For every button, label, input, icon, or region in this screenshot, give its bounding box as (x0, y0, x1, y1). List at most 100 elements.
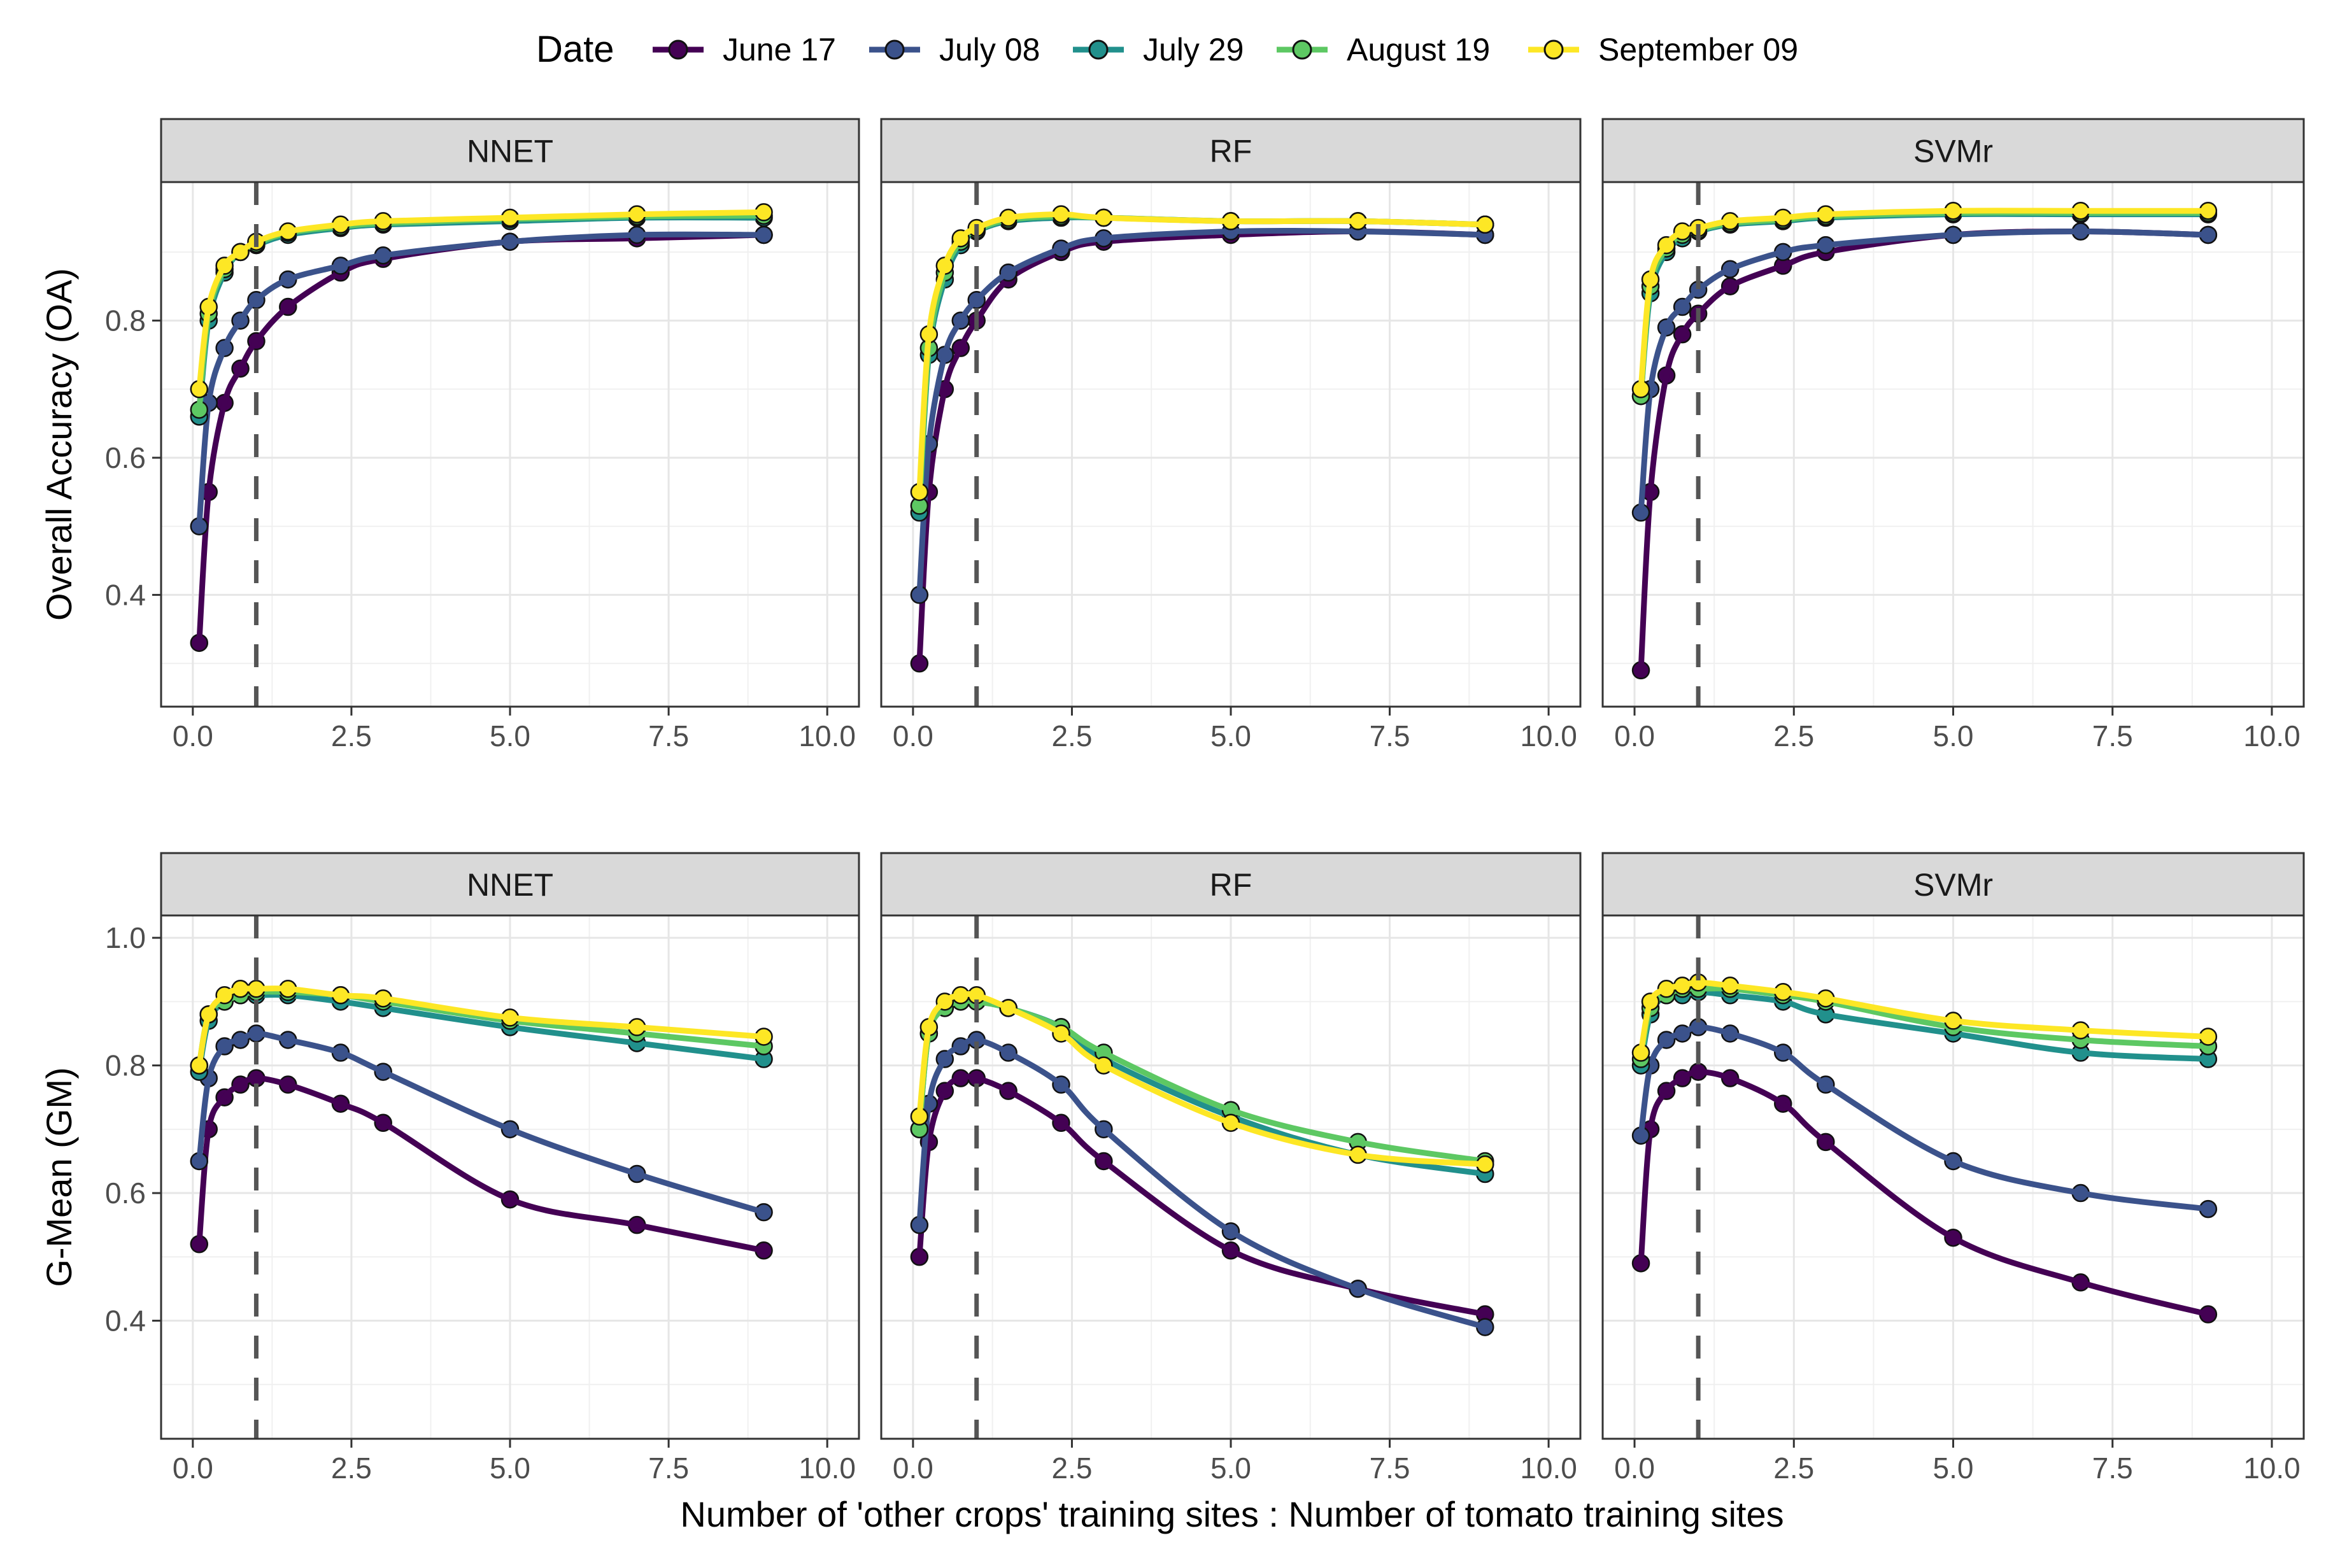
x-tick-label: 0.0 (173, 719, 213, 752)
series-line (916, 1036, 1488, 1331)
x-tick-label: 10.0 (1520, 1451, 1577, 1485)
legend: Date June 17 July 08 July 29 August 19 Septem… (536, 29, 1798, 70)
x-tick-label: 0.0 (1614, 1451, 1655, 1485)
x-tick-label: 10.0 (2243, 1451, 2301, 1485)
series-line (916, 998, 1488, 1164)
panel-border (880, 181, 1582, 708)
legend-label: September 09 (1598, 32, 1798, 67)
panel-svmr-gm: SVMr 0.0 2.5 5.0 7.5 10.0 (1601, 852, 2305, 1485)
series-july-08 (910, 222, 1494, 604)
x-tick-label: 10.0 (798, 719, 856, 752)
panel-svmr-oa: SVMr 0.0 2.5 5.0 7.5 10.0 (1601, 118, 2305, 752)
series-september-09 (190, 203, 773, 399)
legend-label: July 29 (1143, 32, 1244, 67)
series-line (1638, 1069, 2211, 1318)
panel-nnet-gm: NNET 0.0 2.5 5.0 7.5 10.0 0.4 0.6 0.8 1.0 (105, 852, 860, 1485)
legend-label: August 19 (1347, 32, 1490, 67)
legend-entry: August 19 (1277, 32, 1490, 67)
series-september-09 (1631, 201, 2218, 399)
panel-border (160, 914, 860, 1440)
panel-nnet-oa: NNET 0.0 2.5 5.0 7.5 10.0 0.4 0.6 0.8 (105, 118, 860, 752)
y-tick-label: 0.6 (105, 441, 146, 474)
panel-border (160, 181, 860, 708)
x-tick-label: 5.0 (1210, 719, 1251, 752)
legend-title: Date (536, 29, 614, 70)
y-axis-title: G-Mean (GM) (39, 1067, 79, 1287)
x-tick-label: 5.0 (490, 1451, 530, 1485)
facet-title: RF (1210, 134, 1252, 169)
x-tick-label: 2.5 (1773, 1451, 1814, 1485)
x-tick-label: 7.5 (648, 1451, 689, 1485)
y-tick-label: 1.0 (105, 921, 146, 954)
legend-entry: September 09 (1528, 32, 1798, 67)
legend-marker (1543, 39, 1564, 60)
series-september-09 (910, 205, 1494, 502)
legend-marker (1292, 39, 1312, 60)
series-september-09 (1631, 973, 2218, 1062)
legend-label: June 17 (723, 32, 836, 67)
legend-marker (1088, 39, 1109, 60)
x-tick-label: 2.5 (331, 719, 372, 752)
facet-title: RF (1210, 867, 1252, 903)
facet-strip (1601, 118, 2305, 183)
series-line (196, 231, 767, 530)
series-line (1638, 208, 2211, 392)
series-line (196, 1030, 767, 1215)
y-axis-title: Overall Accuracy (OA) (39, 268, 79, 621)
series-july-08 (1631, 222, 2218, 522)
y-tick-label: 0.8 (105, 304, 146, 337)
x-tick-label: 5.0 (490, 719, 530, 752)
panel-border (1601, 181, 2305, 708)
series-july-08 (910, 1031, 1494, 1336)
x-tick-label: 10.0 (798, 1451, 856, 1485)
series-september-09 (190, 980, 773, 1075)
x-tick-label: 2.5 (1773, 719, 1814, 752)
legend-label: July 08 (939, 32, 1040, 67)
facet-title: SVMr (1913, 134, 1993, 169)
x-tick-label: 7.5 (648, 719, 689, 752)
x-tick-label: 2.5 (1051, 1451, 1092, 1485)
facet-title: SVMr (1913, 867, 1993, 903)
series-line (916, 991, 1488, 1168)
x-tick-label: 0.0 (173, 1451, 213, 1485)
series-line (916, 228, 1488, 598)
x-axis-title: Number of 'other crops' training sites :… (680, 1494, 1784, 1534)
series-line (196, 209, 767, 392)
series-line (1638, 979, 2211, 1056)
panel-border (880, 914, 1582, 1440)
x-tick-label: 7.5 (2092, 719, 2133, 752)
series-line (916, 1073, 1488, 1318)
x-tick-label: 0.0 (1614, 719, 1655, 752)
panel-rf-oa: RF 0.0 2.5 5.0 7.5 10.0 (880, 118, 1582, 752)
legend-marker (668, 39, 688, 60)
panels: Overall Accuracy (OA) NNET 0.0 2.5 5.0 7.5 10.… (39, 118, 2305, 1485)
x-tick-label: 0.0 (893, 1451, 933, 1485)
legend-marker (884, 39, 905, 60)
facet-title: NNET (467, 134, 553, 169)
x-tick-label: 2.5 (1051, 719, 1092, 752)
x-tick-label: 10.0 (1520, 719, 1577, 752)
x-tick-label: 0.0 (893, 719, 933, 752)
y-tick-label: 0.8 (105, 1049, 146, 1082)
x-tick-label: 10.0 (2243, 719, 2301, 752)
x-tick-label: 7.5 (1370, 719, 1410, 752)
panel-border (1601, 914, 2305, 1440)
series-line (196, 985, 767, 1069)
series-line (916, 211, 1488, 495)
x-tick-label: 2.5 (331, 1451, 372, 1485)
series-line (1638, 229, 2211, 516)
series-line (196, 1075, 767, 1254)
legend-entry: June 17 (653, 32, 836, 67)
legend-entry: July 08 (869, 32, 1040, 67)
x-tick-label: 7.5 (1370, 1451, 1410, 1485)
series-july-08 (190, 1024, 773, 1222)
y-tick-label: 0.4 (105, 1304, 146, 1338)
series-september-09 (910, 986, 1494, 1174)
x-tick-label: 5.0 (1933, 1451, 1974, 1485)
x-tick-label: 5.0 (1210, 1451, 1251, 1485)
panel-rf-gm: RF 0.0 2.5 5.0 7.5 10.0 (880, 852, 1582, 1485)
series-june-17 (190, 1069, 773, 1260)
series-june-17 (1631, 1063, 2218, 1324)
facet-title: NNET (467, 867, 553, 903)
series-line (1638, 1024, 2211, 1212)
